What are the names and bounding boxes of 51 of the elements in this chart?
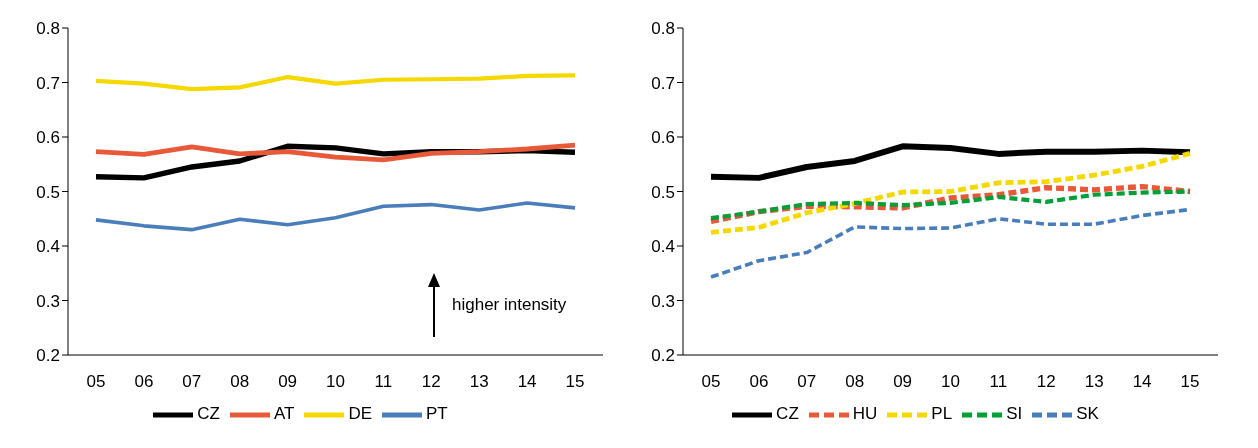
legend-label: PL <box>931 404 953 424</box>
x-tick-label: 14 <box>517 372 537 392</box>
line-series <box>93 142 578 163</box>
x-tick-label: 07 <box>797 372 817 392</box>
y-tick-label: 0.8 <box>36 19 60 39</box>
y-tick-label: 0.6 <box>651 128 675 148</box>
x-tick-label: 09 <box>278 372 298 392</box>
x-tick-label: 08 <box>845 372 865 392</box>
legend-label: DE <box>348 404 373 424</box>
legend-label: SI <box>1006 404 1023 424</box>
x-tick-label: 09 <box>893 372 913 392</box>
y-tick-label: 0.2 <box>651 346 675 366</box>
y-tick-label: 0.8 <box>651 19 675 39</box>
x-tick-label: 06 <box>134 372 154 392</box>
y-tick-label: 0.7 <box>36 73 60 93</box>
x-tick-label: 12 <box>1036 372 1056 392</box>
x-tick-label: 13 <box>1084 372 1104 392</box>
y-tick-label: 0.2 <box>36 346 60 366</box>
x-tick-label: 10 <box>941 372 960 392</box>
x-tick-label: 11 <box>374 372 393 392</box>
y-tick-label: 0.3 <box>36 291 60 311</box>
legend-label: CZ <box>197 404 220 424</box>
x-tick-label: 08 <box>230 372 250 392</box>
legend-label: PT <box>426 404 448 424</box>
y-tick-label: 0.5 <box>36 182 60 202</box>
legend-label: HU <box>852 404 878 424</box>
x-tick-label: 14 <box>1132 372 1152 392</box>
x-tick-label: 11 <box>989 372 1008 392</box>
line-series <box>93 73 578 92</box>
legend-label: SK <box>1076 404 1099 424</box>
x-tick-label: 13 <box>469 372 489 392</box>
line-series <box>94 201 577 232</box>
y-tick-label: 0.7 <box>651 73 675 93</box>
y-tick-label: 0.4 <box>651 237 675 257</box>
x-tick-label: 10 <box>326 372 345 392</box>
y-tick-label: 0.3 <box>651 291 675 311</box>
x-tick-label: 06 <box>749 372 769 392</box>
x-tick-label: 05 <box>701 372 721 392</box>
x-tick-label: 15 <box>1180 372 1200 392</box>
x-tick-label: 15 <box>565 372 585 392</box>
y-tick-label: 0.6 <box>36 128 60 148</box>
y-tick-label: 0.5 <box>651 182 675 202</box>
x-tick-label: 05 <box>86 372 106 392</box>
line-series <box>708 150 1193 235</box>
legend-label: CZ <box>776 404 799 424</box>
annotation: higher intensity <box>452 295 567 315</box>
y-tick-label: 0.4 <box>36 237 60 257</box>
x-tick-label: 12 <box>421 372 441 392</box>
x-tick-label: 07 <box>182 372 202 392</box>
line-series <box>708 189 1193 221</box>
legend-label: AT <box>273 404 295 424</box>
